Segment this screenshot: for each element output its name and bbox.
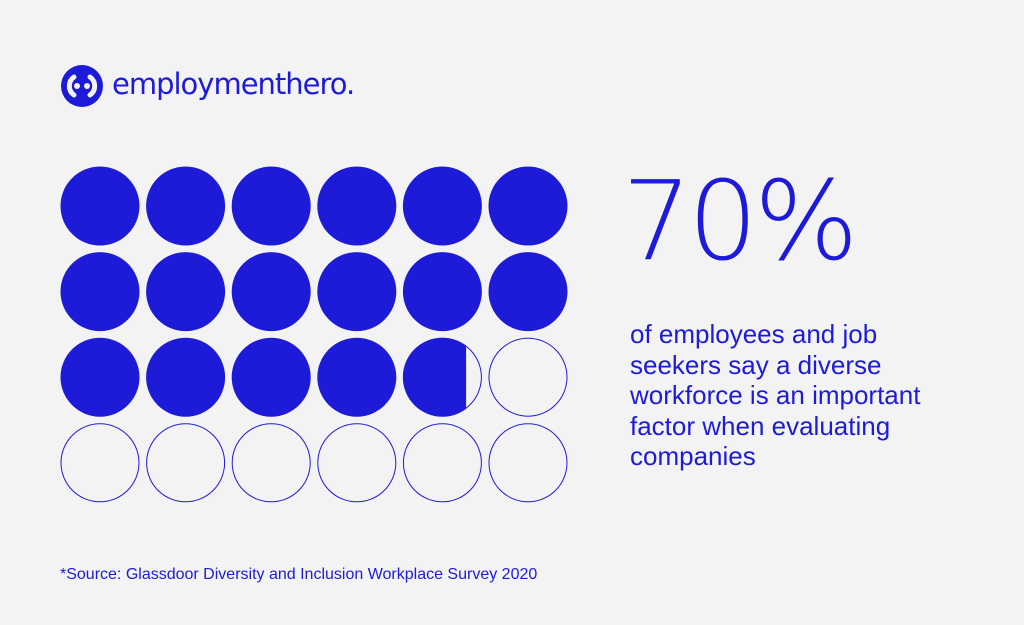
dot-24 xyxy=(488,423,568,503)
dot-filled xyxy=(60,252,140,332)
dot-6 xyxy=(488,166,568,246)
dot-filled xyxy=(231,252,311,332)
dot-filled xyxy=(146,166,226,246)
dot-7 xyxy=(60,252,140,332)
dot-outline xyxy=(146,423,226,503)
dot-20 xyxy=(146,423,226,503)
dot-9 xyxy=(231,252,311,332)
dot-2 xyxy=(146,166,226,246)
dot-filled xyxy=(146,252,226,332)
dot-partial-fill xyxy=(402,337,467,417)
dot-filled xyxy=(231,166,311,246)
dot-filled xyxy=(402,252,482,332)
dot-16 xyxy=(317,337,397,417)
dot-5 xyxy=(402,166,482,246)
dot-1 xyxy=(60,166,140,246)
dot-10 xyxy=(317,252,397,332)
dot-22 xyxy=(317,423,397,503)
source-footnote: *Source: Glassdoor Diversity and Inclusi… xyxy=(60,566,538,583)
dot-filled xyxy=(402,166,482,246)
dot-8 xyxy=(146,252,226,332)
dot-15 xyxy=(231,337,311,417)
dot-outline xyxy=(488,423,568,503)
dot-4 xyxy=(317,166,397,246)
dot-3 xyxy=(231,166,311,246)
dot-outline xyxy=(488,337,568,417)
dot-filled xyxy=(488,166,568,246)
stat-percentage: 70% xyxy=(622,157,858,285)
dot-outline xyxy=(60,423,140,503)
dot-14 xyxy=(146,337,226,417)
dot-filled xyxy=(488,252,568,332)
dot-19 xyxy=(60,423,140,503)
dot-filled xyxy=(317,337,397,417)
dot-outline xyxy=(317,423,397,503)
dot-18 xyxy=(488,337,568,417)
dot-outline xyxy=(402,423,482,503)
brand-wordmark: employmenthero. xyxy=(112,66,355,101)
dot-filled xyxy=(146,337,226,417)
dot-11 xyxy=(402,252,482,332)
dot-23 xyxy=(402,423,482,503)
brand-logo: employmenthero. xyxy=(60,64,355,108)
dot-21 xyxy=(231,423,311,503)
dot-filled xyxy=(60,337,140,417)
dot-filled xyxy=(60,166,140,246)
dot-13 xyxy=(60,337,140,417)
dot-12 xyxy=(488,252,568,332)
dot-outline xyxy=(231,423,311,503)
dot-filled xyxy=(317,252,397,332)
employment-hero-logo-icon xyxy=(61,65,103,107)
percentage-dot-grid xyxy=(60,166,568,503)
dot-filled xyxy=(231,337,311,417)
dot-17 xyxy=(402,337,482,417)
stat-description: of employees and job seekers say a diver… xyxy=(630,319,921,471)
dot-filled xyxy=(317,166,397,246)
